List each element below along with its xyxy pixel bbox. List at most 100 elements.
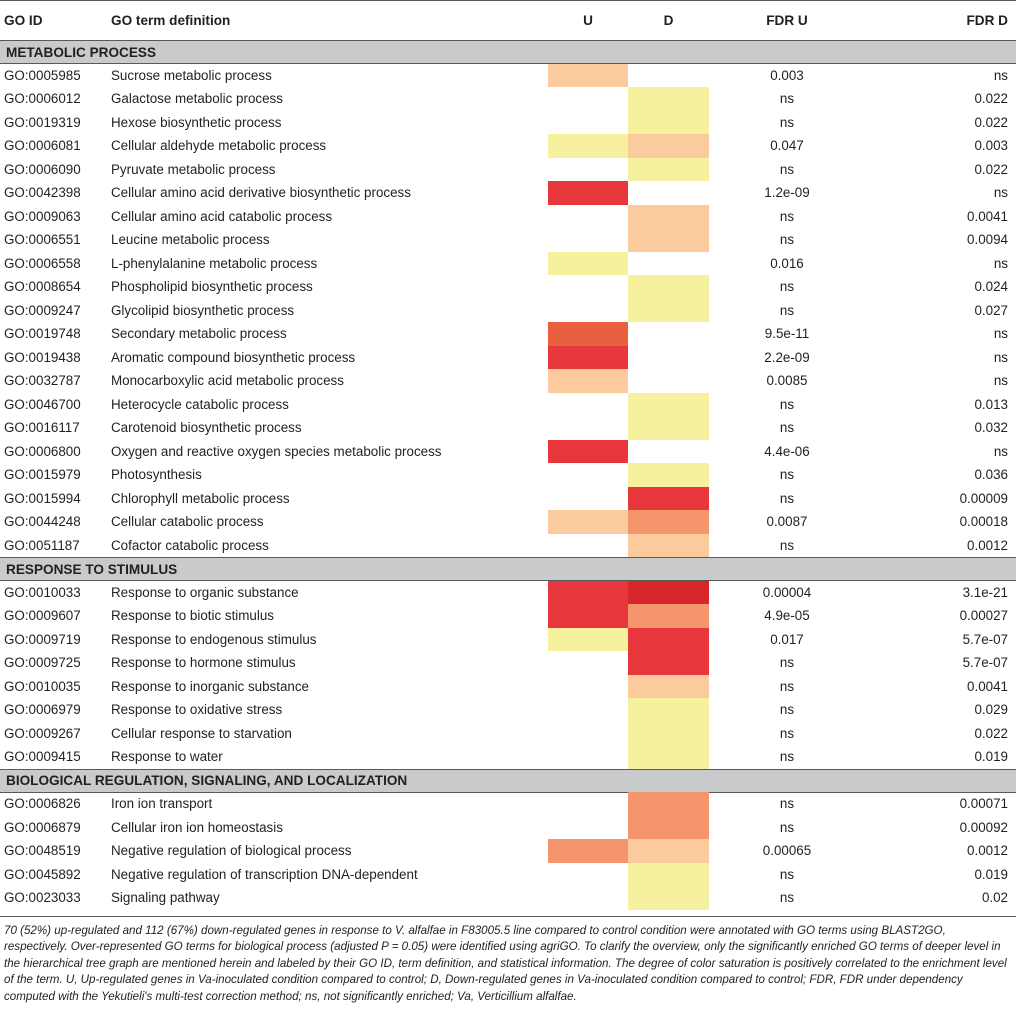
fdr-u-value: 1.2e-09 <box>764 185 810 201</box>
go-id: GO:0009719 <box>4 631 81 647</box>
u-heat-cell <box>548 627 628 651</box>
table-row: GO:0009719 Response to endogenous stimulu… <box>0 627 1016 651</box>
fdr-d-value: 0.0012 <box>967 537 1008 553</box>
table-row: GO:0006979 Response to oxidative stress ns… <box>0 698 1016 722</box>
table-row: GO:0009063 Cellular amino acid catabolic … <box>0 204 1016 229</box>
table-row: GO:0006551 Leucine metabolic process ns 0.0… <box>0 228 1016 252</box>
table-row: GO:0006090 Pyruvate metabolic process ns 0.… <box>0 157 1016 181</box>
go-term-definition: Leucine metabolic process <box>111 232 270 248</box>
fdr-d-value: 0.022 <box>974 114 1008 130</box>
d-heat-cell <box>628 745 709 769</box>
fdr-u-value: ns <box>779 490 795 506</box>
u-heat-cell <box>548 580 628 604</box>
fdr-d-value: ns <box>993 349 1008 365</box>
u-heat-cell <box>548 792 628 816</box>
fdr-u-value: ns <box>779 208 795 224</box>
table-row: GO:0009247 Glycolipid biosynthetic proces… <box>0 298 1016 322</box>
fdr-u-value: ns <box>779 796 795 812</box>
d-heat-cell <box>628 815 709 839</box>
go-id: GO:0006551 <box>4 232 81 248</box>
d-heat-cell <box>628 674 709 698</box>
fdr-u-value: 0.047 <box>770 138 804 154</box>
u-heat-cell <box>548 228 628 252</box>
go-id: GO:0009063 <box>4 208 81 224</box>
d-heat-cell <box>628 322 709 346</box>
go-term-definition: Response to organic substance <box>111 584 299 600</box>
go-id: GO:0019748 <box>4 326 81 342</box>
u-heat-cell <box>548 111 628 135</box>
go-id: GO:0046700 <box>4 396 81 412</box>
fdr-d-value: 0.024 <box>974 279 1008 295</box>
go-id: GO:0010033 <box>4 584 81 600</box>
d-heat-cell <box>628 275 709 299</box>
fdr-d-value: 0.02 <box>981 890 1008 906</box>
go-term-definition: Cofactor catabolic process <box>111 537 269 553</box>
fdr-u-value: ns <box>779 819 795 835</box>
d-heat-cell <box>628 862 709 886</box>
go-id: GO:0006558 <box>4 255 81 271</box>
table-row: GO:0010033 Response to organic substance 0… <box>0 580 1016 604</box>
u-heat-cell <box>548 393 628 417</box>
fdr-d-value: 0.022 <box>974 725 1008 741</box>
go-term-definition: Pyruvate metabolic process <box>111 161 276 177</box>
fdr-u-value: ns <box>779 890 795 906</box>
go-id: GO:0009607 <box>4 608 81 624</box>
d-heat-cell <box>628 64 709 88</box>
fdr-u-value: ns <box>779 279 795 295</box>
fdr-u-value: ns <box>779 467 795 483</box>
d-heat-cell <box>628 204 709 228</box>
table-row: GO:0019438 Aromatic compound biosynthetic… <box>0 345 1016 369</box>
d-heat-cell <box>628 228 709 252</box>
go-term-definition: Cellular aldehyde metabolic process <box>111 138 327 154</box>
table-caption: 70 (52%) up-regulated and 112 (67%) down… <box>4 924 1007 1003</box>
fdr-d-value: 0.022 <box>974 161 1008 177</box>
go-id: GO:0015994 <box>4 490 81 506</box>
fdr-d-value: 0.0041 <box>967 208 1008 224</box>
fdr-d-value: 0.003 <box>974 138 1008 154</box>
u-heat-cell <box>548 863 628 887</box>
u-heat-cell <box>548 205 628 229</box>
go-term-definition: Cellular response to starvation <box>111 725 292 741</box>
u-heat-cell <box>548 134 628 158</box>
d-heat-cell <box>628 627 709 651</box>
table-row: GO:0006879 Cellular iron ion homeostasis n… <box>0 815 1016 840</box>
go-id: GO:0006979 <box>4 702 81 718</box>
d-heat-cell <box>628 839 709 863</box>
fdr-u-value: 0.016 <box>770 255 804 271</box>
d-heat-cell <box>628 369 709 393</box>
go-id: GO:0045892 <box>4 866 81 882</box>
header-fdr-d: FDR D <box>966 12 1008 28</box>
d-heat-cell <box>628 651 709 675</box>
d-heat-cell <box>628 580 709 604</box>
table-row: GO:0006826 Iron ion transport ns 0.00071 <box>0 792 1016 816</box>
d-heat-cell <box>628 181 709 205</box>
fdr-d-value: 5.7e-07 <box>962 631 1008 647</box>
section-title: BIOLOGICAL REGULATION, SIGNALING, AND LO… <box>6 773 408 788</box>
fdr-u-value: ns <box>779 749 795 765</box>
table-row: GO:0009607 Response to biotic stimulus 4.9… <box>0 604 1016 628</box>
d-heat-cell <box>628 533 709 557</box>
go-term-definition: Hexose biosynthetic process <box>111 114 282 130</box>
u-heat-cell <box>548 839 628 863</box>
table-top-rule <box>0 0 1016 1</box>
u-heat-cell <box>548 816 628 840</box>
fdr-d-value: 0.00027 <box>959 608 1008 624</box>
go-id: GO:0048519 <box>4 843 81 859</box>
table-row: GO:0042398 Cellular amino acid derivative… <box>0 181 1016 205</box>
u-heat-cell <box>548 698 628 722</box>
fdr-u-value: 4.9e-05 <box>764 608 810 624</box>
fdr-d-value: 3.1e-21 <box>962 584 1008 600</box>
fdr-d-value: 0.0094 <box>967 232 1008 248</box>
table-row: GO:0046700 Heterocycle catabolic process n… <box>0 392 1016 417</box>
fdr-d-value: 0.027 <box>974 302 1008 318</box>
d-heat-cell <box>628 463 709 487</box>
u-heat-cell <box>548 439 628 463</box>
go-term-definition: Aromatic compound biosynthetic process <box>111 349 356 365</box>
table-row: GO:0015994 Chlorophyll metabolic process n… <box>0 486 1016 510</box>
go-term-definition: Response to endogenous stimulus <box>111 631 317 647</box>
go-id: GO:0008654 <box>4 279 81 295</box>
fdr-u-value: 4.4e-06 <box>764 443 810 459</box>
table-row: GO:0009725 Response to hormone stimulus ns… <box>0 651 1016 675</box>
go-term-definition: Photosynthesis <box>111 467 202 483</box>
fdr-d-value: 0.00009 <box>959 490 1008 506</box>
